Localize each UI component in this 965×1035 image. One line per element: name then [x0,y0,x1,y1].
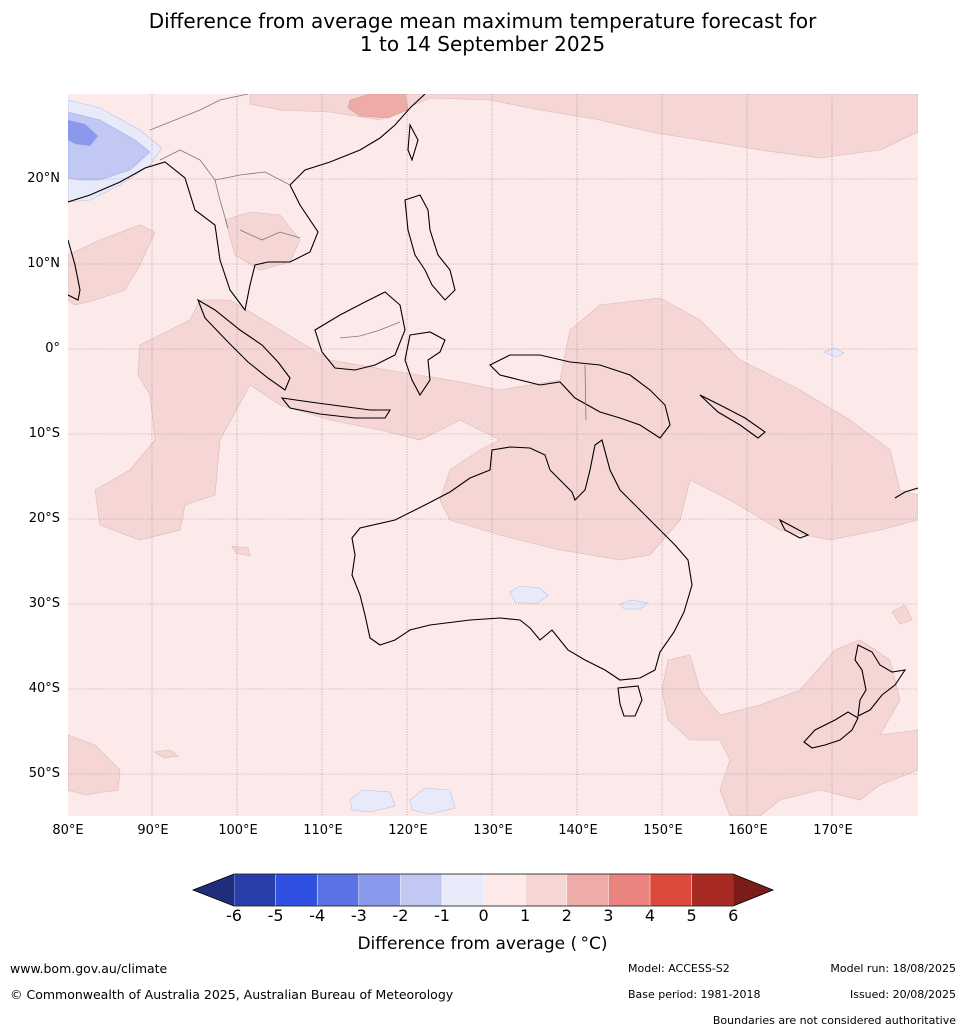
colorbar-tick-label: -4 [309,906,326,925]
lat-label-50s: 50°S [28,766,60,781]
sumatra-coastline [196,298,291,391]
colorbar-tick-label: -2 [392,906,409,925]
footer-model-run: Model run: 18/08/2025 [830,962,956,975]
colorbar-tick-label: -5 [267,906,284,925]
title-line-1: Difference from average mean maximum tem… [148,9,817,33]
coastlines [68,94,918,749]
lat-label-30s: 30°S [28,596,60,611]
new-guinea-coastline [489,354,671,439]
colorbar-tick-label: 1 [520,906,531,925]
colorbar-label: Difference from average ( °C) [357,934,608,954]
new-zealand-south-coastline [803,711,859,749]
lon-label-140e: 140°E [558,823,598,838]
lat-label-20n: 20°N [27,171,60,186]
colorbar-tick-label: 3 [603,906,614,925]
solomon-islands-coastline [699,394,766,439]
lat-label-10n: 10°N [27,256,60,271]
map-title: Difference from average mean maximum tem… [0,10,965,56]
lat-label-40s: 40°S [28,681,60,696]
colorbar-tick-label: 2 [561,906,572,925]
footer-site: www.bom.gov.au/climate [10,961,168,976]
country-borders [149,94,587,421]
footer-disclaimer: Boundaries are not considered authoritat… [712,1014,956,1027]
colorbar-tick-label: 0 [478,906,489,925]
map-panel [68,94,918,816]
tasmania-coastline [617,685,643,717]
lat-label-10s: 10°S [28,426,60,441]
borneo-coastline [314,291,406,371]
lat-label-20s: 20°S [28,511,60,526]
india-coastline [68,239,81,301]
lon-label-150e: 150°E [643,823,683,838]
australia-coastline [351,439,693,681]
lon-label-110e: 110°E [303,823,343,838]
sulawesi-coastline [404,331,446,397]
philippines-coastline [404,194,456,301]
lon-label-170e: 170°E [813,823,853,838]
colorbar-tick-label: -3 [350,906,367,925]
taiwan-coastline [407,123,419,162]
footer-model: Model: ACCESS-S2 [628,962,730,975]
footer-copyright: © Commonwealth of Australia 2025, Austra… [10,987,454,1002]
new-zealand-north-coastline [854,644,907,717]
lon-label-160e: 160°E [728,823,768,838]
asia-coastline [68,94,426,312]
colorbar-tick-label: -1 [434,906,450,925]
java-coastline [280,397,391,419]
footer-base-period: Base period: 1981-2018 [628,988,761,1001]
anomaly-cool-regions [68,99,845,815]
lon-label-90e: 90°E [137,823,169,838]
footer-issued: Issued: 20/08/2025 [849,988,956,1001]
lon-label-80e: 80°E [52,823,84,838]
new-caledonia-coastline [778,518,810,539]
lat-label-equator: 0° [45,341,60,356]
anomaly-1-2-regions [68,94,918,816]
colorbar-tick-label: 5 [686,906,697,925]
lon-label-100e: 100°E [218,823,258,838]
colorbar-tick-label: 6 [728,906,739,925]
lon-label-130e: 130°E [473,823,513,838]
colorbar-tick-label: 4 [644,906,656,925]
title-line-2: 1 to 14 September 2025 [359,32,606,56]
lon-label-120e: 120°E [388,823,428,838]
fiji-coastline [894,487,918,499]
colorbar-tick-label: -6 [226,906,242,925]
anomaly-2-3-region [347,94,409,119]
